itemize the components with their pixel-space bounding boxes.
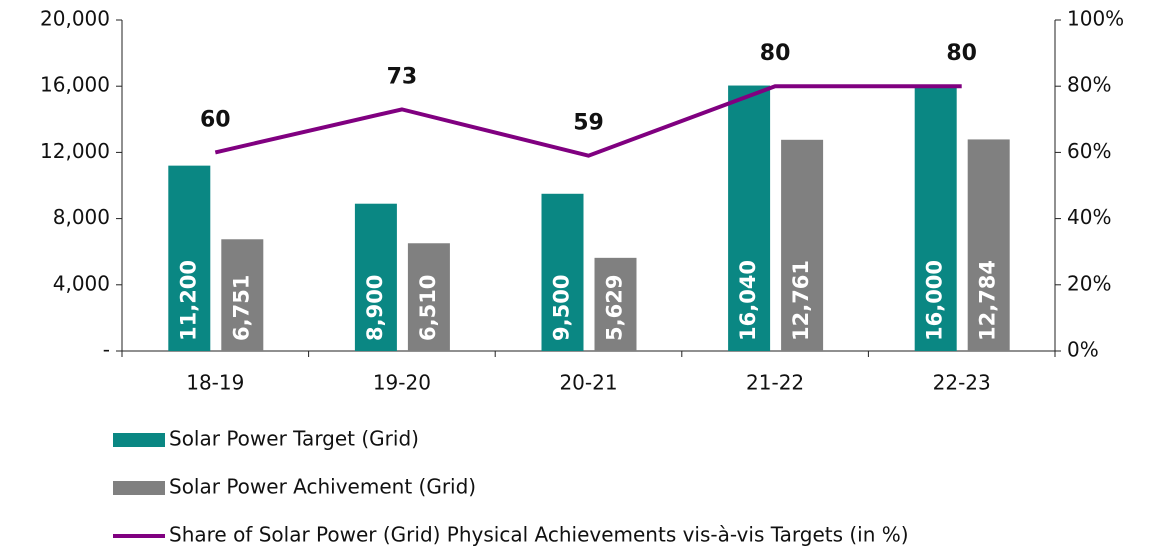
line-value-label: 60 <box>200 107 231 132</box>
line <box>214 84 962 158</box>
bar <box>407 243 450 351</box>
bar <box>541 193 584 351</box>
y2-tick-label: 100% <box>1067 7 1124 31</box>
bar-value-label: 11,200 <box>176 260 200 341</box>
bar <box>728 85 771 352</box>
bar <box>967 139 1010 351</box>
line-value-label: 80 <box>946 41 977 66</box>
x-tick-label: 21-22 <box>746 371 804 395</box>
bar <box>221 239 264 351</box>
y-tick-label: 4,000 <box>53 271 110 295</box>
bar-value-label: 8,900 <box>363 275 387 341</box>
bar-value-label: 6,751 <box>229 275 253 341</box>
y2-tick-label: 80% <box>1067 73 1111 97</box>
line-value-label: 80 <box>760 41 791 66</box>
bar <box>914 86 957 351</box>
bar-value-label: 12,761 <box>789 260 813 341</box>
bar-value-label: 16,040 <box>736 260 760 341</box>
y-tick-label: 8,000 <box>53 205 110 229</box>
y-tick-label: 12,000 <box>40 139 110 163</box>
bar-value-label: 5,629 <box>603 275 627 341</box>
legend-label: Share of Solar Power (Grid) Physical Ach… <box>169 523 909 547</box>
y-tick-label: 20,000 <box>40 7 110 31</box>
x-tick-label: 19-20 <box>373 371 431 395</box>
x-tick-label: 18-19 <box>186 371 244 395</box>
y-tick-label: - <box>103 338 110 362</box>
x-tick-label: 20-21 <box>559 371 617 395</box>
bar <box>168 165 211 351</box>
bar-value-label: 16,000 <box>923 260 947 341</box>
bar <box>781 139 824 351</box>
y-tick-label: 16,000 <box>40 73 110 97</box>
y2-tick-label: 40% <box>1067 205 1111 229</box>
y2-tick-label: 0% <box>1067 338 1099 362</box>
line-value-label: 73 <box>387 64 418 89</box>
bar-value-label: 9,500 <box>550 275 574 341</box>
y2-tick-label: 20% <box>1067 271 1111 295</box>
bar <box>354 203 397 351</box>
legend-swatch <box>113 481 165 495</box>
legend-label: Solar Power Achivement (Grid) <box>169 475 476 499</box>
bar-value-label: 12,784 <box>976 260 1000 341</box>
bar-value-label: 6,510 <box>416 275 440 341</box>
bar <box>594 257 637 351</box>
x-tick-label: 22-23 <box>933 371 991 395</box>
legend-label: Solar Power Target (Grid) <box>169 427 419 451</box>
y2-tick-label: 60% <box>1067 139 1111 163</box>
line-value-label: 59 <box>573 111 604 136</box>
legend-swatch <box>113 433 165 447</box>
